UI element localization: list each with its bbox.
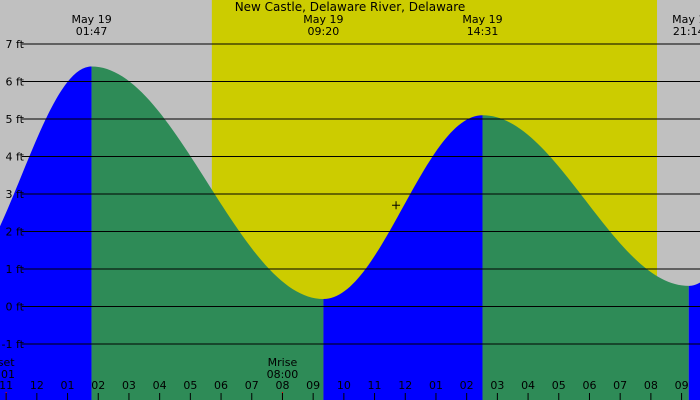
x-tick-label: 11 [368, 379, 382, 392]
x-tick-label: 11 [0, 379, 13, 392]
extreme-date-label: May 19 [71, 13, 111, 26]
y-tick-label: 1 ft [6, 263, 25, 276]
x-tick-label: 04 [153, 379, 167, 392]
y-tick-label: 0 ft [6, 301, 25, 314]
x-tick-label: 01 [429, 379, 443, 392]
x-tick-label: 09 [675, 379, 689, 392]
y-tick-label: 6 ft [6, 76, 25, 89]
rising-tide-area [0, 66, 92, 400]
x-tick-label: 02 [91, 379, 105, 392]
event-time-label: 08:00 [267, 368, 299, 381]
x-tick-label: 01 [61, 379, 75, 392]
x-tick-label: 08 [644, 379, 658, 392]
x-tick-label: 05 [183, 379, 197, 392]
x-tick-label: 04 [521, 379, 535, 392]
extreme-time-label: 21:14 [673, 25, 700, 38]
x-tick-label: 07 [245, 379, 259, 392]
y-tick-label: -1 ft [2, 338, 25, 351]
x-tick-label: 03 [122, 379, 136, 392]
x-tick-label: 05 [552, 379, 566, 392]
gridlines [22, 43, 700, 345]
extreme-date-label: May 19 [462, 13, 502, 26]
chart-title: New Castle, Delaware River, Delaware [235, 0, 466, 14]
y-tick-label: 5 ft [6, 113, 25, 126]
rising-tide-area [688, 282, 700, 400]
tide-areas [0, 66, 700, 400]
extreme-time-label: 14:31 [467, 25, 499, 38]
y-tick-label: 3 ft [6, 188, 25, 201]
falling-tide-area [482, 115, 689, 400]
event-time-label: :01 [0, 368, 15, 381]
y-tick-label: 2 ft [6, 226, 25, 239]
x-axis-labels: 11 12 01 02 03 04 05 06 07 08 09 10 11 12 01 02 03 04 05 06… [0, 379, 689, 400]
event-label: set [0, 356, 15, 369]
extreme-time-label: 09:20 [308, 25, 340, 38]
extreme-time-label: 01:47 [76, 25, 108, 38]
x-tick-label: 03 [490, 379, 504, 392]
x-tick-label: 12 [398, 379, 412, 392]
event-label: Mrise [268, 356, 298, 369]
x-tick-label: 07 [613, 379, 627, 392]
x-tick-label: 06 [214, 379, 228, 392]
extreme-date-label: May 19 [303, 13, 343, 26]
x-tick-label: 09 [306, 379, 320, 392]
x-tick-label: 02 [460, 379, 474, 392]
x-tick-label: 08 [275, 379, 289, 392]
current-height-marker [392, 201, 401, 210]
x-tick-label: 12 [30, 379, 44, 392]
x-tick-label: 06 [582, 379, 596, 392]
x-tick-label: 10 [337, 379, 351, 392]
y-axis-labels: 7 ft 6 ft 5 ft 4 ft 3 ft 2 ft 1 ft 0 ft -1 ft [2, 38, 25, 351]
falling-tide-area [91, 66, 324, 400]
rising-tide-area [323, 115, 483, 400]
y-tick-label: 4 ft [6, 151, 25, 164]
y-tick-label: 7 ft [6, 38, 25, 51]
extreme-date-label: May 1 [672, 13, 700, 26]
